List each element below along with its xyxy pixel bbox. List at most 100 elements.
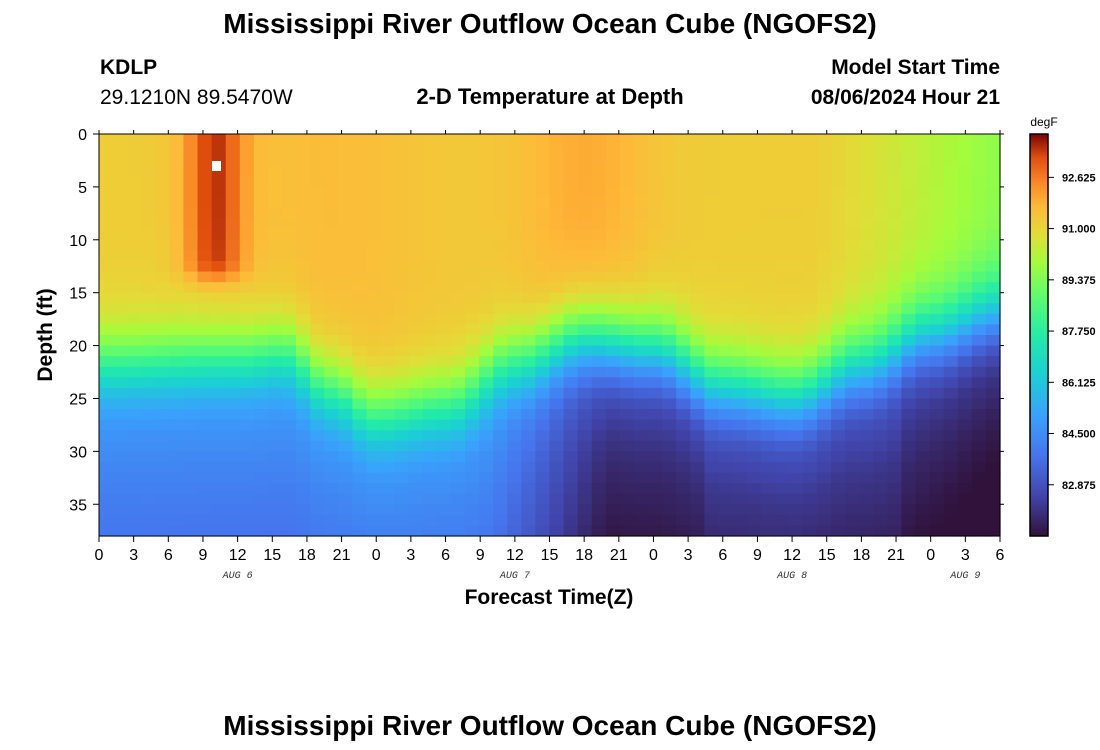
heatmap-cell [141,345,156,357]
heatmap-cell [225,472,241,484]
heatmap-cell [267,186,283,199]
heatmap-cell [169,176,185,188]
heatmap-cell [465,208,480,220]
heatmap-cell [662,144,677,156]
heatmap-cell [127,176,142,188]
heatmap-cell [577,186,593,199]
heatmap-cell [746,472,762,484]
heatmap-cell [99,387,114,400]
heatmap-cell [831,387,846,400]
heatmap-cell [450,440,466,452]
heatmap-cell [282,461,297,474]
heatmap-cell [802,186,818,199]
heatmap-cell [901,514,917,527]
heatmap-cell [760,377,776,389]
heatmap-cell [648,250,663,262]
heatmap-cell [99,292,114,304]
heatmap-cell [422,366,438,378]
heatmap-cell [450,514,466,527]
heatmap-cell [239,144,255,156]
heatmap-cell [690,239,705,251]
heatmap-cell [985,208,1001,220]
heatmap-cell [549,472,565,484]
heatmap-cell [296,134,311,146]
heatmap-cell [282,155,297,167]
heatmap-cell [324,292,339,304]
heatmap-cell [873,313,888,326]
heatmap-cell [197,356,213,368]
heatmap-cell [915,313,931,326]
heatmap-cell [479,176,494,188]
heatmap-cell [267,398,283,410]
heatmap-cell [957,155,973,167]
heatmap-cell [99,197,114,209]
heatmap-cell [915,303,931,315]
heatmap-cell [535,345,551,357]
heatmap-cell [648,208,663,220]
heatmap-cell [113,134,128,146]
heatmap-cell [633,366,649,378]
heatmap-cell [535,387,551,400]
heatmap-cell [493,313,508,326]
heatmap-cell [267,377,283,389]
heatmap-cell [648,324,663,336]
heatmap-cell [366,176,382,188]
heatmap-cell [267,483,283,495]
heatmap-cell [718,144,734,156]
heatmap-cell [99,398,114,410]
heatmap-cell [704,345,720,357]
heatmap-cell [873,493,888,505]
heatmap-cell [479,313,494,326]
heatmap-cell [971,155,987,167]
heatmap-cell [816,271,832,283]
heatmap-cell [366,504,382,516]
heatmap-cell [225,282,241,294]
heatmap-cell [831,313,846,326]
heatmap-cell [282,271,297,283]
heatmap-cell [183,176,199,188]
heatmap-cell [493,292,508,304]
heatmap-cell [225,366,241,378]
heatmap-cell [394,303,410,315]
heatmap-cell [225,493,241,505]
heatmap-cell [901,451,917,463]
heatmap-cell [676,155,691,167]
heatmap-cell [183,514,199,527]
heatmap-cell [549,419,565,431]
heatmap-cell [619,398,635,410]
heatmap-cell [324,208,339,220]
heatmap-cell [901,271,917,283]
heatmap-cell [859,134,874,146]
heatmap-cell [493,377,508,389]
heatmap-cell [788,398,804,410]
heatmap-cell [732,197,748,209]
heatmap-cell [141,514,156,527]
heatmap-cell [943,472,959,484]
heatmap-cell [957,387,973,400]
heatmap-cell [802,525,818,537]
heatmap-cell [591,292,607,304]
heatmap-cell [633,525,649,537]
heatmap-cell [436,176,452,188]
heatmap-cell [816,430,832,442]
heatmap-cell [141,271,156,283]
heatmap-cell [366,430,382,442]
heatmap-cell [591,525,607,537]
heatmap-cell [619,186,635,199]
heatmap-cell [859,377,874,389]
heatmap-cell [760,324,776,336]
heatmap-cell [802,165,818,177]
heatmap-cell [760,229,776,241]
heatmap-cell [887,472,903,484]
heatmap-cell [873,366,888,378]
heatmap-cell [845,250,860,262]
heatmap-cell [591,303,607,315]
heatmap-cell [690,134,705,146]
heatmap-cell [915,493,931,505]
heatmap-cell [788,155,804,167]
heatmap-cell [648,514,663,527]
heatmap-cell [253,144,269,156]
x-tick-label: 6 [996,547,1005,564]
heatmap-cell [296,155,311,167]
heatmap-cell [99,218,114,230]
